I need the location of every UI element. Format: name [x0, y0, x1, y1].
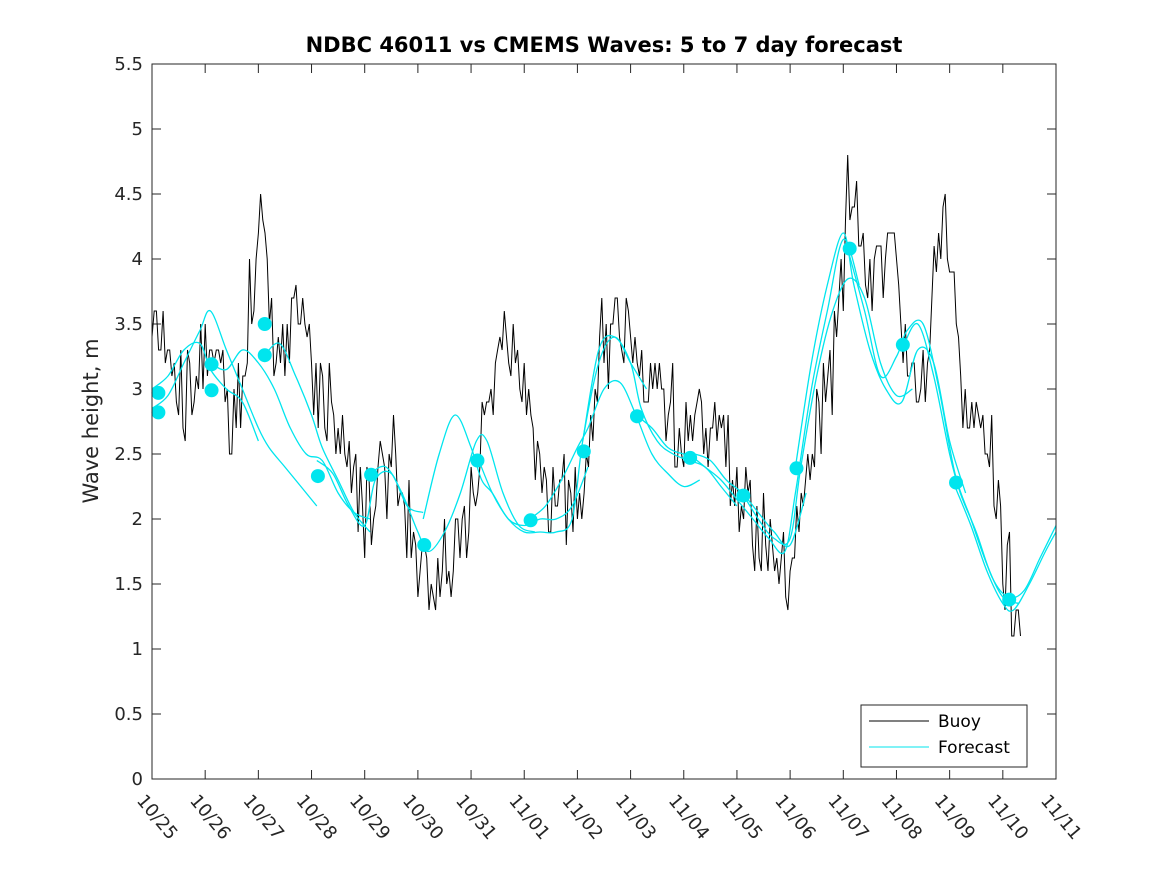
forecast-marker — [364, 467, 379, 482]
forecast-marker — [523, 513, 538, 528]
forecast-line — [901, 323, 1056, 599]
legend-box — [860, 704, 1028, 768]
forecast-marker — [417, 538, 432, 552]
forecast-marker — [736, 488, 751, 503]
forecast-line — [741, 277, 913, 546]
forecast-marker — [257, 348, 272, 363]
legend-forecast-label: Forecast — [938, 738, 1010, 758]
y-tick-label: 3.5 — [114, 314, 143, 335]
forecast-marker — [949, 475, 964, 490]
y-tick-label: 1 — [132, 639, 143, 660]
forecast-line — [635, 414, 807, 548]
forecast-marker — [576, 444, 591, 459]
forecast-marker — [204, 357, 219, 372]
forecast-line — [263, 342, 371, 533]
y-tick-label: 5 — [132, 119, 143, 140]
forecast-line — [369, 433, 536, 553]
forecast-marker — [629, 409, 644, 424]
forecast-line — [688, 238, 860, 555]
forecast-marker — [151, 385, 166, 400]
forecast-line — [316, 459, 424, 527]
forecast-line — [152, 341, 260, 442]
forecast-line — [582, 334, 738, 507]
y-tick-labels: 0 0.5 1 1.5 2 2.5 3 3.5 4 4.5 5 5.5 — [114, 54, 143, 790]
forecast-marker — [470, 453, 485, 468]
forecast-marker — [257, 317, 272, 331]
forecast-marker — [842, 241, 857, 256]
y-tick-label: 4.5 — [114, 184, 143, 205]
y-tick-label: 1.5 — [114, 574, 143, 595]
forecast-marker — [204, 383, 219, 398]
y-tick-label: 5.5 — [114, 54, 143, 75]
forecast-marker — [895, 337, 910, 352]
forecast-marker — [789, 461, 804, 476]
forecast-line — [210, 349, 371, 520]
plot-area-frame — [151, 63, 1057, 780]
forecast-marker — [683, 450, 698, 465]
forecast-markers — [151, 241, 1017, 607]
forecast-marker — [151, 405, 166, 420]
forecast-line — [954, 486, 1056, 612]
y-tick-label: 4 — [132, 249, 143, 270]
y-tick-label: 0.5 — [114, 704, 143, 725]
axis-ticks — [151, 63, 1057, 780]
forecast-line — [152, 309, 318, 507]
y-axis-label: Wave height, m — [79, 338, 103, 503]
forecast-line — [529, 379, 700, 520]
plot-series — [152, 154, 1056, 637]
y-tick-label: 2.5 — [114, 444, 143, 465]
y-tick-label: 0 — [132, 769, 143, 790]
legend: Buoy Forecast — [860, 704, 1028, 768]
forecast-marker — [1002, 592, 1017, 607]
chart-title: NDBC 46011 vs CMEMS Waves: 5 to 7 day fo… — [306, 33, 903, 57]
forecast-marker — [310, 469, 325, 484]
y-tick-label: 3 — [132, 379, 143, 400]
legend-buoy-label: Buoy — [938, 712, 981, 732]
y-tick-label: 2 — [132, 509, 143, 530]
